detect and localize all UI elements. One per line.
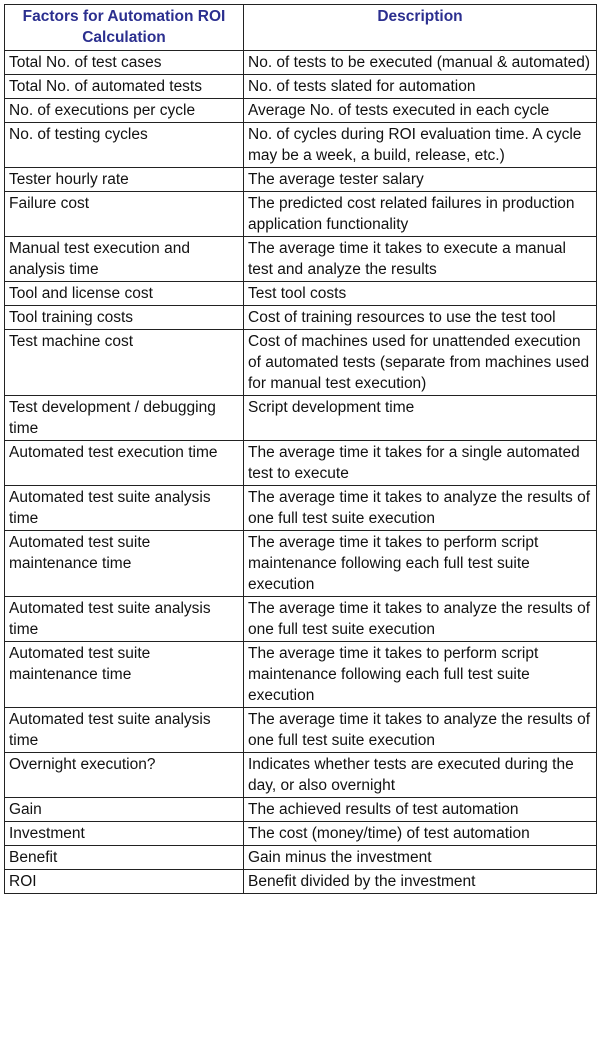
table-row: Automated test execution time The average… xyxy=(4,440,597,486)
factor-cell: Test machine cost xyxy=(4,329,244,396)
table-row: No. of executions per cycle Average No. o… xyxy=(4,98,597,123)
factor-cell: Overnight execution? xyxy=(4,752,244,798)
table-row: Tester hourly rate The average tester sal… xyxy=(4,167,597,192)
factor-cell: Investment xyxy=(4,821,244,846)
factor-cell: Failure cost xyxy=(4,191,244,237)
factor-cell: Automated test suite analysis time xyxy=(4,707,244,753)
description-cell: Script development time xyxy=(243,395,597,441)
factor-cell: Automated test suite maintenance time xyxy=(4,530,244,597)
description-cell: Average No. of tests executed in each cy… xyxy=(243,98,597,123)
table-row: Benefit Gain minus the investment xyxy=(4,845,597,870)
factor-cell: Automated test suite maintenance time xyxy=(4,641,244,708)
factor-cell: No. of executions per cycle xyxy=(4,98,244,123)
table-row: Tool training costs Cost of training reso… xyxy=(4,305,597,330)
description-cell: No. of tests slated for automation xyxy=(243,74,597,99)
factor-cell: Tool and license cost xyxy=(4,281,244,306)
description-cell: The average time it takes to perform scr… xyxy=(243,641,597,708)
factor-cell: Test development / debugging time xyxy=(4,395,244,441)
description-cell: The average time it takes for a single a… xyxy=(243,440,597,486)
table-row: Automated test suite analysis time The av… xyxy=(4,596,597,642)
table-body: Total No. of test cases No. of tests to b… xyxy=(4,50,597,894)
factor-cell: Automated test suite analysis time xyxy=(4,596,244,642)
table-row: Test machine cost Cost of machines used f… xyxy=(4,329,597,396)
table-row: Overnight execution? Indicates whether te… xyxy=(4,752,597,798)
description-cell: The cost (money/time) of test automation xyxy=(243,821,597,846)
factor-cell: Tester hourly rate xyxy=(4,167,244,192)
table-row: Total No. of automated tests No. of tests… xyxy=(4,74,597,99)
table-row: Tool and license cost Test tool costs xyxy=(4,281,597,306)
table-row: Manual test execution and analysis time T… xyxy=(4,236,597,282)
description-cell: The average time it takes to analyze the… xyxy=(243,707,597,753)
factor-cell: No. of testing cycles xyxy=(4,122,244,168)
description-cell: Cost of training resources to use the te… xyxy=(243,305,597,330)
table-row: Automated test suite analysis time The av… xyxy=(4,707,597,753)
factor-cell: Total No. of test cases xyxy=(4,50,244,75)
description-cell: The average tester salary xyxy=(243,167,597,192)
table-row: Gain The achieved results of test automat… xyxy=(4,797,597,822)
factor-cell: Total No. of automated tests xyxy=(4,74,244,99)
table-row: Total No. of test cases No. of tests to b… xyxy=(4,50,597,75)
description-cell: Test tool costs xyxy=(243,281,597,306)
table-row: Automated test suite analysis time The av… xyxy=(4,485,597,531)
description-cell: Benefit divided by the investment xyxy=(243,869,597,894)
description-cell: No. of tests to be executed (manual & au… xyxy=(243,50,597,75)
description-cell: No. of cycles during ROI evaluation time… xyxy=(243,122,597,168)
factor-cell: Tool training costs xyxy=(4,305,244,330)
description-cell: The average time it takes to perform scr… xyxy=(243,530,597,597)
table-row: Failure cost The predicted cost related f… xyxy=(4,191,597,237)
description-cell: Indicates whether tests are executed dur… xyxy=(243,752,597,798)
header-row: Factors for Automation ROI Calculation D… xyxy=(4,4,597,51)
table-row: ROI Benefit divided by the investment xyxy=(4,869,597,894)
description-cell: The achieved results of test automation xyxy=(243,797,597,822)
factor-cell: ROI xyxy=(4,869,244,894)
roi-factors-table: Factors for Automation ROI Calculation D… xyxy=(4,4,597,894)
table-row: Automated test suite maintenance time The… xyxy=(4,530,597,597)
factor-cell: Benefit xyxy=(4,845,244,870)
factor-cell: Automated test execution time xyxy=(4,440,244,486)
description-cell: Gain minus the investment xyxy=(243,845,597,870)
table-row: Test development / debugging time Script … xyxy=(4,395,597,441)
description-cell: The average time it takes to analyze the… xyxy=(243,485,597,531)
header-factors: Factors for Automation ROI Calculation xyxy=(4,4,244,51)
description-cell: The predicted cost related failures in p… xyxy=(243,191,597,237)
table-row: Investment The cost (money/time) of test … xyxy=(4,821,597,846)
description-cell: Cost of machines used for unattended exe… xyxy=(243,329,597,396)
factor-cell: Gain xyxy=(4,797,244,822)
table-row: No. of testing cycles No. of cycles durin… xyxy=(4,122,597,168)
table-row: Automated test suite maintenance time The… xyxy=(4,641,597,708)
description-cell: The average time it takes to analyze the… xyxy=(243,596,597,642)
header-description: Description xyxy=(243,4,597,51)
factor-cell: Manual test execution and analysis time xyxy=(4,236,244,282)
factor-cell: Automated test suite analysis time xyxy=(4,485,244,531)
description-cell: The average time it takes to execute a m… xyxy=(243,236,597,282)
